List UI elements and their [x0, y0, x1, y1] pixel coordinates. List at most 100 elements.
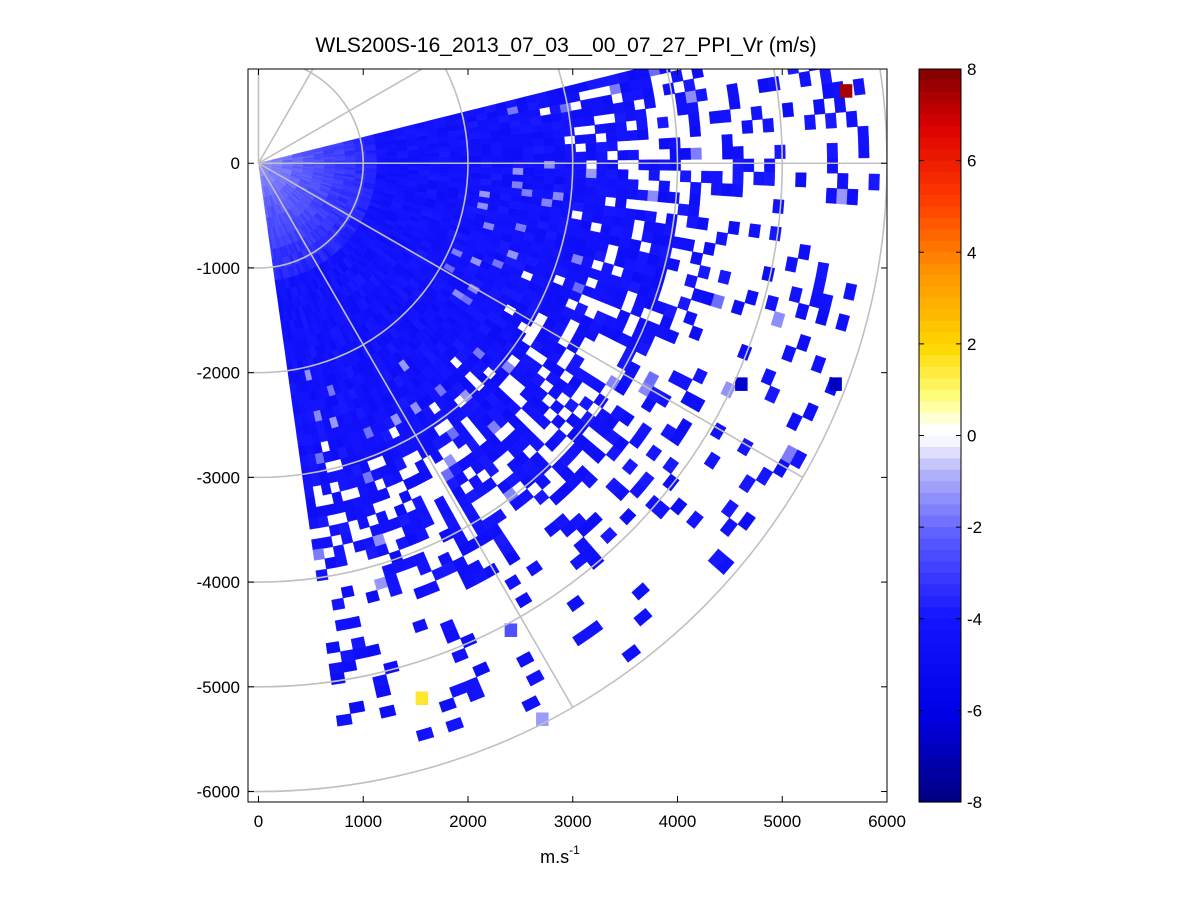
velocity-cell [744, 289, 759, 306]
colorbar-step [919, 412, 961, 425]
velocity-cell [686, 101, 699, 115]
velocity-cell [523, 167, 535, 176]
velocity-cell [689, 395, 706, 413]
velocity-cell [665, 213, 678, 226]
velocity-cell [407, 165, 419, 171]
x-tick-label: 0 [254, 812, 263, 831]
velocity-cell [824, 36, 837, 53]
velocity-cell [502, 154, 514, 162]
velocity-cell [797, 243, 811, 261]
velocity-cell [554, 152, 566, 161]
velocity-cell [833, 96, 847, 114]
velocity-cell [796, 333, 812, 353]
velocity-cell [470, 161, 482, 168]
velocity-cell [648, 169, 660, 181]
velocity-cell [532, 182, 545, 191]
velocity-cell [543, 137, 555, 147]
colorbar-step [919, 298, 961, 311]
velocity-cell [386, 165, 399, 170]
velocity-cell [662, 456, 680, 475]
colorbar-step [919, 275, 961, 288]
y-tick-label: -2000 [197, 364, 240, 383]
velocity-cell [624, 110, 637, 122]
velocity-cell [459, 171, 472, 179]
colorbar-step [919, 263, 961, 276]
velocity-cell [544, 152, 556, 161]
velocity-cell [564, 143, 576, 153]
velocity-cell [533, 167, 545, 176]
velocity-cell [596, 159, 608, 170]
velocity-cell [562, 192, 575, 203]
velocity-cell [767, 76, 781, 92]
velocity-cell [584, 185, 597, 196]
colorbar-step [919, 194, 961, 208]
velocity-cell [522, 138, 534, 148]
velocity-cell [659, 159, 671, 171]
velocity-cell [615, 188, 628, 199]
colorbar-step [919, 756, 961, 769]
velocity-cell-outlier [839, 84, 853, 98]
velocity-cell [585, 511, 603, 529]
velocity-cell [614, 197, 627, 209]
velocity-cell [788, 286, 803, 304]
velocity-cell [836, 188, 848, 205]
velocity-cell [397, 165, 409, 171]
velocity-cell [460, 150, 472, 157]
velocity-cell [770, 311, 786, 329]
velocity-cell [460, 166, 472, 173]
velocity-cell [439, 170, 451, 177]
colorbar-step [919, 217, 961, 230]
velocity-cell [308, 517, 320, 530]
velocity-cell [522, 174, 534, 183]
velocity-cell [781, 102, 795, 118]
velocity-cell [491, 167, 503, 175]
velocity-cell [657, 190, 670, 203]
velocity-cell [522, 181, 534, 190]
velocity-cell [325, 641, 341, 654]
velocity-cell [569, 218, 582, 229]
velocity-cell [669, 148, 681, 160]
velocity-cell [774, 144, 786, 159]
velocity-cell [510, 187, 523, 196]
velocity-cell [636, 422, 653, 439]
velocity-cell [708, 110, 722, 124]
velocity-cell [563, 127, 575, 137]
velocity-cell [552, 128, 565, 138]
velocity-cell [571, 108, 584, 120]
velocity-cell [542, 190, 554, 200]
velocity-cell [643, 96, 657, 110]
velocity-cell [601, 214, 615, 226]
velocity-cell [397, 157, 409, 163]
velocity-cell [581, 211, 594, 223]
velocity-cell [584, 133, 597, 144]
velocity-cell [418, 169, 430, 176]
velocity-cell [726, 82, 740, 98]
velocity-cell [340, 585, 355, 599]
velocity-cell [451, 647, 469, 664]
velocity-cell [346, 615, 362, 630]
velocity-cell [696, 216, 709, 231]
velocity-cell [551, 199, 564, 209]
velocity-cell [591, 212, 604, 225]
velocity-cell [605, 131, 618, 143]
velocity-cell [715, 231, 729, 246]
colorbar-step [919, 206, 961, 219]
velocity-cell [428, 156, 440, 163]
velocity-cell [762, 117, 775, 133]
x-tick-label: 1000 [344, 812, 382, 831]
velocity-cell [682, 238, 696, 252]
velocity-cell [397, 169, 409, 174]
velocity-cell [480, 178, 492, 186]
velocity-cell [666, 257, 681, 272]
velocity-cell [553, 175, 566, 185]
velocity-cell [521, 695, 541, 713]
velocity-cell [303, 486, 315, 499]
velocity-cell [580, 98, 593, 110]
colorbar-step [919, 538, 961, 551]
velocity-cell [613, 206, 626, 219]
velocity-cell [846, 188, 859, 206]
velocity-cell [501, 180, 513, 188]
velocity-cell [768, 225, 782, 242]
velocity-cell [415, 726, 435, 742]
velocity-cell [643, 220, 656, 234]
